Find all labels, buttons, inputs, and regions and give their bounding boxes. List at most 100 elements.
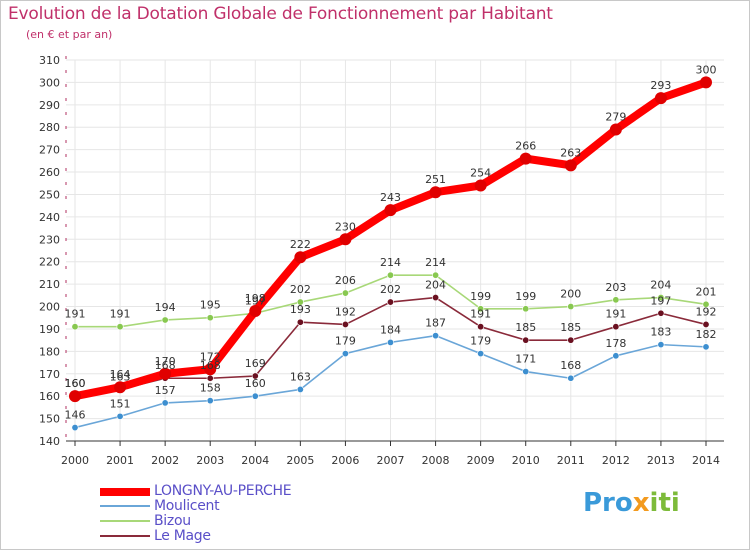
data-point <box>159 367 172 380</box>
data-label: 202 <box>380 283 401 296</box>
data-label: 300 <box>696 63 717 76</box>
legend-label-le-mage: Le Mage <box>154 528 211 544</box>
data-point <box>657 341 665 349</box>
data-label: 178 <box>605 337 626 350</box>
y-tick-label: 180 <box>39 345 60 358</box>
data-point <box>609 123 622 136</box>
data-point <box>341 289 349 297</box>
data-point <box>206 374 214 382</box>
data-label: 199 <box>515 290 536 303</box>
data-label: 168 <box>200 359 221 372</box>
data-label: 191 <box>605 308 626 321</box>
data-point <box>654 92 667 105</box>
legend-swatch-bizou <box>100 520 150 522</box>
data-label: 184 <box>380 323 401 336</box>
chart-title: Evolution de la Dotation Globale de Fonc… <box>8 4 553 24</box>
x-tick-label: 2009 <box>467 454 495 467</box>
y-tick-label: 260 <box>39 166 60 179</box>
chart-subtitle: (en € et par an) <box>26 28 113 41</box>
data-label: 168 <box>560 359 581 372</box>
data-label: 214 <box>425 256 446 269</box>
x-tick-label: 2007 <box>377 454 405 467</box>
data-point <box>296 318 304 326</box>
data-label: 193 <box>290 303 311 316</box>
y-tick-label: 150 <box>39 413 60 426</box>
data-label: 204 <box>425 279 446 292</box>
data-point <box>296 298 304 306</box>
y-tick-label: 280 <box>39 121 60 134</box>
y-tick-label: 270 <box>39 144 60 157</box>
data-label: 163 <box>110 370 131 383</box>
proxiti-logo: Proxiti <box>583 488 680 518</box>
x-tick-label: 2011 <box>557 454 585 467</box>
data-point <box>522 368 530 376</box>
data-label: 160 <box>65 377 86 390</box>
data-point <box>161 316 169 324</box>
brand-part3: iti <box>649 488 680 518</box>
data-point <box>206 397 214 405</box>
data-label: 279 <box>605 110 626 123</box>
data-label: 170 <box>155 355 176 368</box>
series-layer <box>69 76 712 432</box>
data-label: 266 <box>515 140 536 153</box>
y-tick-label: 210 <box>39 278 60 291</box>
data-point <box>702 300 710 308</box>
y-tick-label: 230 <box>39 233 60 246</box>
legend-swatch-longny <box>100 488 150 496</box>
data-point <box>386 338 394 346</box>
data-label: 251 <box>425 173 446 186</box>
data-label-layer: 191 191 194 195 197 202 206 214 214 199 199 200 203 2… <box>65 63 717 421</box>
data-label: 185 <box>560 321 581 334</box>
data-point <box>700 76 712 89</box>
data-label: 191 <box>110 308 131 321</box>
data-point <box>429 186 442 199</box>
data-point <box>69 390 81 403</box>
y-tick-label: 300 <box>39 76 60 89</box>
data-label: 222 <box>290 238 311 251</box>
data-label: 191 <box>65 308 86 321</box>
data-point <box>612 296 620 304</box>
data-point <box>384 204 397 217</box>
data-label: 192 <box>696 305 717 318</box>
data-label: 192 <box>335 305 356 318</box>
legend-swatch-moulicent <box>100 505 150 507</box>
x-tick-label: 2005 <box>286 454 314 467</box>
data-label: 172 <box>200 350 221 363</box>
data-point <box>567 336 575 344</box>
y-tick-label: 200 <box>39 301 60 314</box>
data-label: 202 <box>290 283 311 296</box>
data-point <box>432 271 440 279</box>
data-label: 254 <box>470 167 491 180</box>
data-label: 191 <box>470 308 491 321</box>
data-label: 201 <box>696 285 717 298</box>
data-point <box>564 159 577 172</box>
data-point <box>432 294 440 302</box>
data-label: 169 <box>245 357 266 370</box>
data-point <box>522 336 530 344</box>
x-tick-label: 2003 <box>196 454 224 467</box>
x-tick-label: 2000 <box>61 454 89 467</box>
data-point <box>386 298 394 306</box>
data-point <box>114 381 127 394</box>
data-point <box>474 179 487 192</box>
brand-part2: x <box>632 488 650 518</box>
data-label: 163 <box>290 370 311 383</box>
data-label: 263 <box>560 146 581 159</box>
x-tick-label: 2013 <box>647 454 675 467</box>
x-tick-label: 2002 <box>151 454 179 467</box>
data-label: 160 <box>245 377 266 390</box>
data-label: 171 <box>515 353 536 366</box>
data-label: 243 <box>380 191 401 204</box>
legend-label-bizou: Bizou <box>154 513 191 529</box>
data-point <box>341 320 349 328</box>
data-point <box>206 314 214 322</box>
data-point <box>657 309 665 317</box>
data-label: 157 <box>155 384 176 397</box>
x-tick-label: 2012 <box>602 454 630 467</box>
data-point <box>702 343 710 351</box>
data-point <box>702 320 710 328</box>
data-label: 197 <box>245 294 266 307</box>
data-label: 183 <box>650 326 671 339</box>
data-label: 164 <box>110 368 131 381</box>
